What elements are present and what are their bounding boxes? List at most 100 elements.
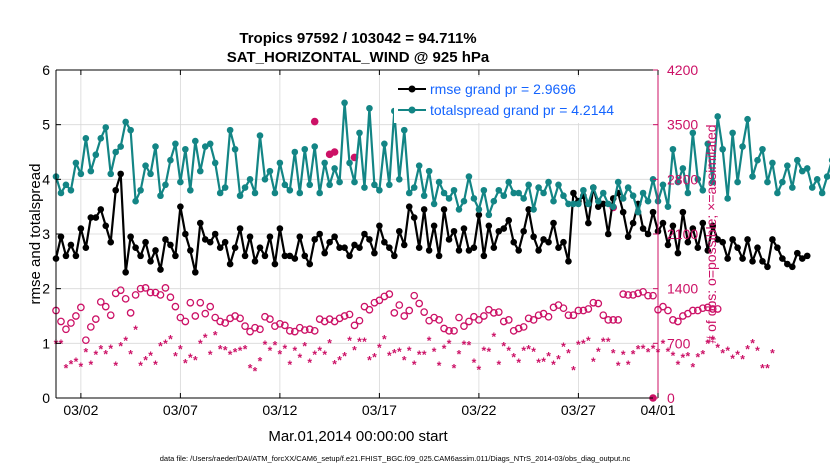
totalspread-point <box>460 197 468 205</box>
obs-assimilated-point: * <box>556 353 561 367</box>
totalspread-point <box>450 186 458 194</box>
totalspread-point <box>774 189 781 197</box>
obs-possible-point <box>216 317 225 326</box>
totalspread-point <box>535 184 542 191</box>
obs-highlight-point <box>310 117 319 126</box>
totalspread-point <box>107 170 115 178</box>
totalspread-point <box>794 156 801 164</box>
totalspread-point <box>689 129 697 137</box>
rmse-point <box>57 233 65 241</box>
obs-possible-point <box>390 309 399 317</box>
obs-assimilated-point: * <box>571 364 576 378</box>
totalspread-point <box>570 200 577 208</box>
rmse-point <box>470 244 478 251</box>
obs-assimilated-point: * <box>188 351 193 365</box>
obs-assimilated-point: * <box>273 339 278 353</box>
rmse-point <box>545 238 552 246</box>
obs-assimilated-point: * <box>307 356 312 370</box>
obs-assimilated-point: * <box>173 350 178 364</box>
obs-possible-point <box>395 301 404 309</box>
totalspread-point <box>127 126 134 134</box>
obs-possible-point <box>121 294 130 303</box>
obs-assimilated-point: * <box>705 337 710 351</box>
obs-possible-point <box>564 311 573 320</box>
obs-assimilated-point: * <box>153 358 158 372</box>
totalspread-point <box>376 186 383 194</box>
obs-possible-point <box>181 317 190 326</box>
totalspread-point <box>699 186 707 194</box>
rmse-point <box>485 222 493 230</box>
obs-possible-point <box>475 316 483 324</box>
x-tick-label: 03/07 <box>163 402 198 418</box>
obs-possible-point <box>345 310 354 319</box>
obs-assimilated-point: * <box>118 339 123 353</box>
obs-assimilated-point: * <box>616 359 621 373</box>
rmse-point <box>530 233 537 241</box>
rmse-point <box>77 225 85 232</box>
totalspread-point <box>92 151 100 159</box>
obs-possible-point <box>713 305 722 313</box>
rmse-point <box>386 244 393 251</box>
obs-assimilated-point: * <box>745 343 750 357</box>
obs-assimilated-point: * <box>218 343 223 357</box>
rmse-point <box>440 206 448 213</box>
totalspread-point <box>366 104 373 112</box>
obs-assimilated-point: * <box>98 343 103 357</box>
obs-assimilated-point: * <box>59 337 64 351</box>
totalspread-point <box>769 159 776 167</box>
obs-possible-point <box>460 322 468 331</box>
totalspread-point <box>112 148 120 156</box>
y-tick-label-right: 4200 <box>667 62 698 78</box>
totalspread-point <box>236 192 244 200</box>
observation-count-series: ** * * **** * * *** **** * *** * **** * ** **** * * * * ** *… <box>52 117 775 402</box>
legend-rmse-label: rmse grand pr = 2.9696 <box>430 81 576 97</box>
y-tick-label-right: 1400 <box>667 281 698 297</box>
obs-assimilated-point: * <box>646 346 651 360</box>
totalspread-point <box>550 197 557 205</box>
obs-possible-point <box>72 312 80 320</box>
obs-assimilated-point: * <box>397 345 402 359</box>
totalspread-point <box>510 189 518 197</box>
totalspread-point <box>72 159 80 167</box>
rmse-point <box>774 244 781 251</box>
totalspread-point <box>405 189 413 197</box>
totalspread-point <box>798 167 806 175</box>
rmse-point <box>107 238 115 246</box>
obs-possible-point <box>256 325 264 334</box>
obs-possible-point <box>57 317 65 326</box>
totalspread-point <box>281 181 289 189</box>
obs-possible-point <box>489 309 498 317</box>
totalspread-point <box>525 181 532 189</box>
obs-possible-point <box>504 316 513 324</box>
totalspread-point <box>271 189 279 197</box>
obs-possible-point <box>569 311 578 320</box>
totalspread-point <box>629 192 637 200</box>
totalspread-point <box>276 159 284 167</box>
totalspread-point <box>754 156 761 164</box>
totalspread-point <box>515 189 522 197</box>
obs-possible-point <box>624 291 632 299</box>
totalspread-point <box>177 178 184 186</box>
rmse-point <box>241 252 249 260</box>
obs-assimilated-point: * <box>292 344 297 358</box>
y-axis-label-left: rmse and totalspread <box>27 164 44 305</box>
rmse-point <box>415 244 423 251</box>
totalspread-point <box>590 184 597 191</box>
rmse-point <box>82 244 90 251</box>
totalspread-point <box>823 173 830 180</box>
rmse-point <box>306 260 314 268</box>
y-tick-label-left: 6 <box>42 62 50 78</box>
totalspread-point <box>415 162 423 169</box>
obs-assimilated-point: * <box>477 363 482 377</box>
obs-assimilated-point: * <box>372 350 377 364</box>
totalspread-point <box>739 143 746 150</box>
obs-possible-point <box>455 313 463 322</box>
obs-assimilated-point: * <box>491 330 496 344</box>
obs-assimilated-point: * <box>467 339 472 353</box>
totalspread-point <box>644 197 652 205</box>
rmse-point <box>604 230 612 238</box>
rmse-point <box>555 244 562 251</box>
obs-possible-point <box>410 291 419 300</box>
totalspread-point <box>167 156 174 164</box>
